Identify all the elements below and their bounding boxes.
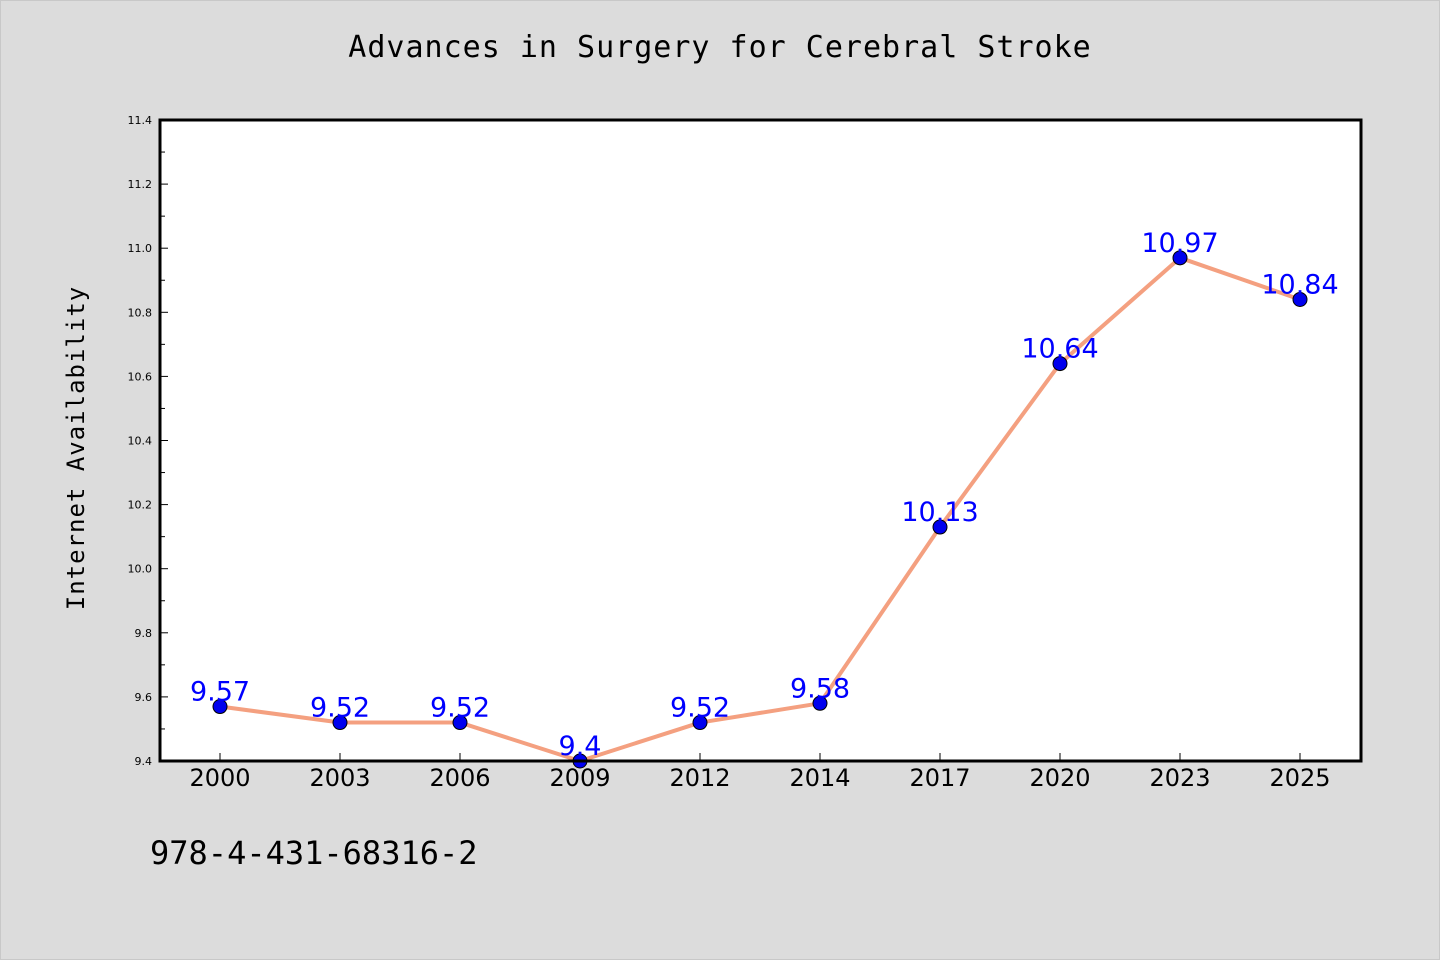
y-tick-label: 10.2 bbox=[128, 499, 153, 512]
plot-border bbox=[158, 118, 1363, 763]
y-tick-label: 10.6 bbox=[128, 370, 153, 383]
y-tick-label: 11.0 bbox=[128, 242, 153, 255]
x-tick-label: 2023 bbox=[1149, 764, 1210, 792]
x-tick-label: 2006 bbox=[429, 764, 490, 792]
data-series: 9.57 9.52 9.52 9.4 9.52 9.58 10.13 10.64 10.97 10… bbox=[190, 228, 1339, 769]
data-label: 10.64 bbox=[1021, 334, 1098, 365]
data-label: 9.58 bbox=[790, 673, 850, 704]
data-point bbox=[1052, 356, 1068, 372]
data-label: 10.13 bbox=[901, 497, 978, 528]
x-tick-label: 2014 bbox=[789, 764, 850, 792]
data-point bbox=[812, 695, 828, 711]
x-tick-label: 2003 bbox=[309, 764, 370, 792]
y-tick-label: 11.4 bbox=[128, 114, 153, 127]
footer-code: 978-4-431-68316-2 bbox=[150, 834, 478, 872]
y-tick-label: 9.6 bbox=[135, 691, 153, 704]
data-label: 9.52 bbox=[310, 693, 370, 724]
data-point bbox=[452, 715, 468, 731]
x-tick-label: 2020 bbox=[1029, 764, 1090, 792]
data-point bbox=[1172, 250, 1188, 266]
data-point bbox=[692, 715, 708, 731]
data-point bbox=[932, 519, 948, 535]
plot-area bbox=[160, 120, 1361, 761]
x-tick-label: 2025 bbox=[1269, 764, 1330, 792]
data-point bbox=[1292, 291, 1308, 307]
y-tick-label: 9.8 bbox=[135, 627, 153, 640]
data-label: 10.84 bbox=[1261, 269, 1338, 300]
data-point bbox=[332, 715, 348, 731]
y-tick-label: 9.4 bbox=[135, 755, 153, 768]
x-tick-label: 2000 bbox=[189, 764, 250, 792]
x-tick-label: 2009 bbox=[549, 764, 610, 792]
y-tick-label: 10.0 bbox=[128, 563, 153, 576]
x-tick-label: 2017 bbox=[909, 764, 970, 792]
y-tick-label: 11.2 bbox=[128, 178, 153, 191]
data-point bbox=[212, 699, 228, 715]
chart-title: Advances in Surgery for Cerebral Stroke bbox=[348, 30, 1092, 65]
x-axis-ticks: 2000 2003 2006 2009 2012 2014 2017 2020 2023 2025 bbox=[189, 753, 1331, 792]
y-tick-label: 10.4 bbox=[128, 435, 153, 448]
data-label: 9.52 bbox=[670, 693, 730, 724]
y-tick-label: 10.8 bbox=[128, 306, 153, 319]
data-label: 9.4 bbox=[559, 731, 602, 762]
series-line bbox=[219, 255, 1301, 763]
x-tick-label: 2012 bbox=[669, 764, 730, 792]
data-label: 9.57 bbox=[190, 677, 250, 708]
data-label: 10.97 bbox=[1141, 228, 1218, 259]
data-label: 9.52 bbox=[430, 693, 490, 724]
